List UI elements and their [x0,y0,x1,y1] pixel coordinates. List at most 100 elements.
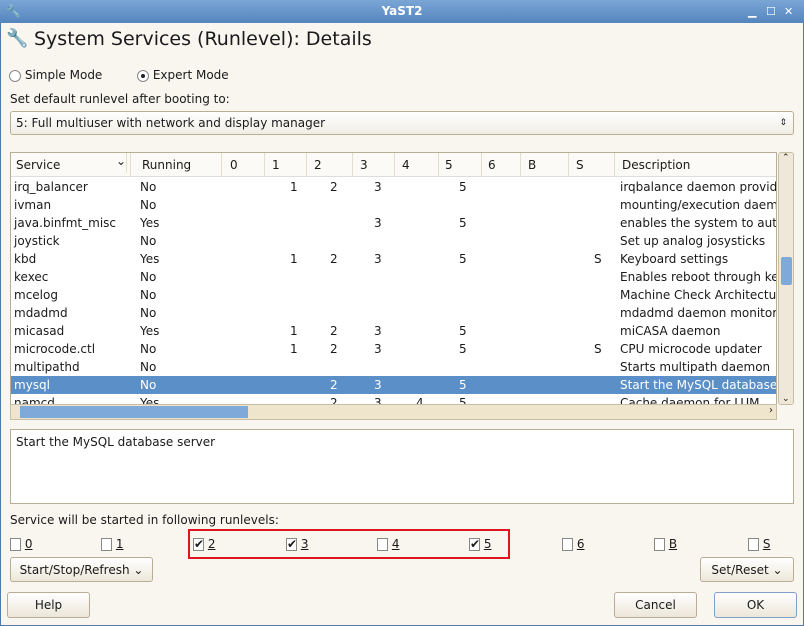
checkbox-icon[interactable]: ✔ [286,537,298,551]
column-header-2[interactable]: 2 [309,153,353,177]
runlevel-value: 5: Full multiuser with network and displ… [16,116,326,130]
cell: joystick [14,234,60,248]
runlevel-checkbox-label: 4 [391,537,400,551]
column-header-0[interactable]: 0 [225,153,265,177]
cell: No [140,306,157,320]
table-row[interactable]: micasad Yes 1 2 3 5 miCASA daemon [11,322,776,340]
checkbox-icon[interactable] [377,538,388,551]
runlevel-checkbox-S[interactable]: S [748,536,770,552]
checkbox-icon[interactable] [562,538,573,551]
table-row[interactable]: microcode.ctl No 1 2 3 5 S CPU microcode update… [11,340,776,358]
table-row[interactable]: java.binfmt_misc Yes 3 5 enables the system … [11,214,776,232]
scroll-right-icon[interactable]: › [769,405,773,416]
cell: 3 [374,216,382,230]
column-header-description[interactable]: Description [617,153,776,177]
column-header-3[interactable]: 3 [355,153,395,177]
cell: Enables reboot through kex [620,270,777,284]
cell: 5 [459,378,467,392]
runlevel-checkbox-5[interactable]: ✔ 5 [469,536,491,552]
table-row[interactable]: ivman No mounting/execution daemo [11,196,777,214]
runlevel-checkbox-label: 0 [24,537,33,551]
cell: 3 [374,342,382,356]
runlevel-checkbox-2[interactable]: ✔ 2 [193,536,215,552]
cell: No [140,360,157,374]
runlevel-checkbox-0[interactable]: 0 [10,536,32,552]
checkbox-icon[interactable] [748,538,759,551]
column-header-1[interactable]: 1 [267,153,307,177]
runlevels-label: Service will be started in following run… [10,513,279,527]
column-header-service[interactable]: Service [11,153,131,177]
checkbox-icon[interactable] [101,538,112,551]
column-header-5[interactable]: 5 [440,153,482,177]
column-header-s[interactable]: S [571,153,615,177]
maximize-button[interactable]: ☐ [766,5,776,18]
table-row[interactable]: namcd Yes 2 3 4 5 Cache daemon for LUM [11,394,776,405]
cell: 3 [374,324,382,338]
checkbox-icon[interactable] [654,538,665,551]
table-row[interactable]: irq_balancer No 1 2 3 5 irqbalance daemon prov… [11,178,776,196]
cancel-button[interactable]: Cancel [614,592,697,618]
hscroll-thumb[interactable] [20,406,248,418]
table-row[interactable]: multipathd No Starts multipath daemon [11,358,776,376]
table-row[interactable]: mcelog No Machine Check Architectur [11,286,776,304]
cell: namcd [14,396,55,405]
scroll-up-icon[interactable]: ⌃ [782,153,790,163]
expert-mode-label: Expert Mode [152,68,229,82]
cell: mounting/execution daemo [620,198,777,212]
start-stop-refresh-button[interactable]: Start/Stop/Refresh ⌄ [10,557,153,582]
checkbox-icon[interactable]: ✔ [469,537,481,551]
cell: kbd [14,252,37,266]
cell: 5 [459,216,467,230]
cell: Set up analog josysticks [620,234,766,248]
column-header-6[interactable]: 6 [483,153,521,177]
set-reset-button[interactable]: Set/Reset ⌄ [700,557,794,582]
cell: 4 [416,396,424,405]
updown-icon: ⇕ [779,118,787,128]
horizontal-scrollbar[interactable]: › [10,404,777,420]
runlevel-checkbox-4[interactable]: 4 [377,536,399,552]
runlevel-checkbox-1[interactable]: 1 [101,536,123,552]
ok-button[interactable]: OK [714,592,797,618]
cell: java.binfmt_misc [14,216,117,230]
table-row-selected[interactable]: mysql No 2 3 5 Start the MySQL database [11,376,777,394]
cell: 3 [374,396,382,405]
checkbox-icon[interactable]: ✔ [193,537,205,551]
cell: No [140,288,157,302]
cell: 3 [374,180,382,194]
cell: 2 [330,252,338,266]
cell: kexec [14,270,49,284]
cell: multipathd [14,360,80,374]
default-runlevel-select[interactable]: 5: Full multiuser with network and displ… [10,111,794,135]
cell: 3 [374,378,382,392]
cell: Yes [140,252,160,266]
scroll-thumb[interactable] [781,257,792,285]
table-header[interactable]: Service Running 0 1 2 3 4 5 6 B S Description ⌄ [11,153,776,177]
help-button[interactable]: Help [7,592,90,618]
runlevel-checkbox-B[interactable]: B [654,536,677,552]
table-row[interactable]: mdadmd No mdadmd daemon monitorin [11,304,776,322]
cell: Cache daemon for LUM [620,396,760,405]
table-row[interactable]: kbd Yes 1 2 3 5 S Keyboard settings [11,250,776,268]
sort-chevron-icon[interactable]: ⌄ [116,153,128,173]
runlevel-checkbox-3[interactable]: ✔ 3 [286,536,308,552]
column-header-running[interactable]: Running [137,153,222,177]
cell: 5 [459,252,467,266]
minimize-button[interactable]: ▁ [748,5,757,18]
checkbox-icon[interactable] [10,538,21,551]
expert-mode-radio[interactable]: Expert Mode [137,68,229,82]
close-button[interactable]: ✕ [784,5,794,18]
column-header-4[interactable]: 4 [397,153,439,177]
runlevel-checkbox-6[interactable]: 6 [562,536,584,552]
title-bar: 🔧 YaST2 ▁ ☐ ✕ [0,0,804,23]
services-table[interactable]: Service Running 0 1 2 3 4 5 6 B S Description ⌄ irq_b… [10,152,777,405]
vertical-scrollbar[interactable]: ⌃ ⌄ [778,152,794,405]
cell: Yes [140,324,160,338]
cell: No [140,198,157,212]
scroll-down-icon[interactable]: ⌄ [782,394,790,404]
simple-mode-radio[interactable]: Simple Mode [9,68,102,82]
column-header-b[interactable]: B [523,153,569,177]
table-row[interactable]: kexec No Enables reboot through kex [11,268,777,286]
table-row[interactable]: joystick No Set up analog josysticks [11,232,776,250]
cell: Starts multipath daemon [620,360,771,374]
cell: Start the MySQL database [620,378,777,392]
